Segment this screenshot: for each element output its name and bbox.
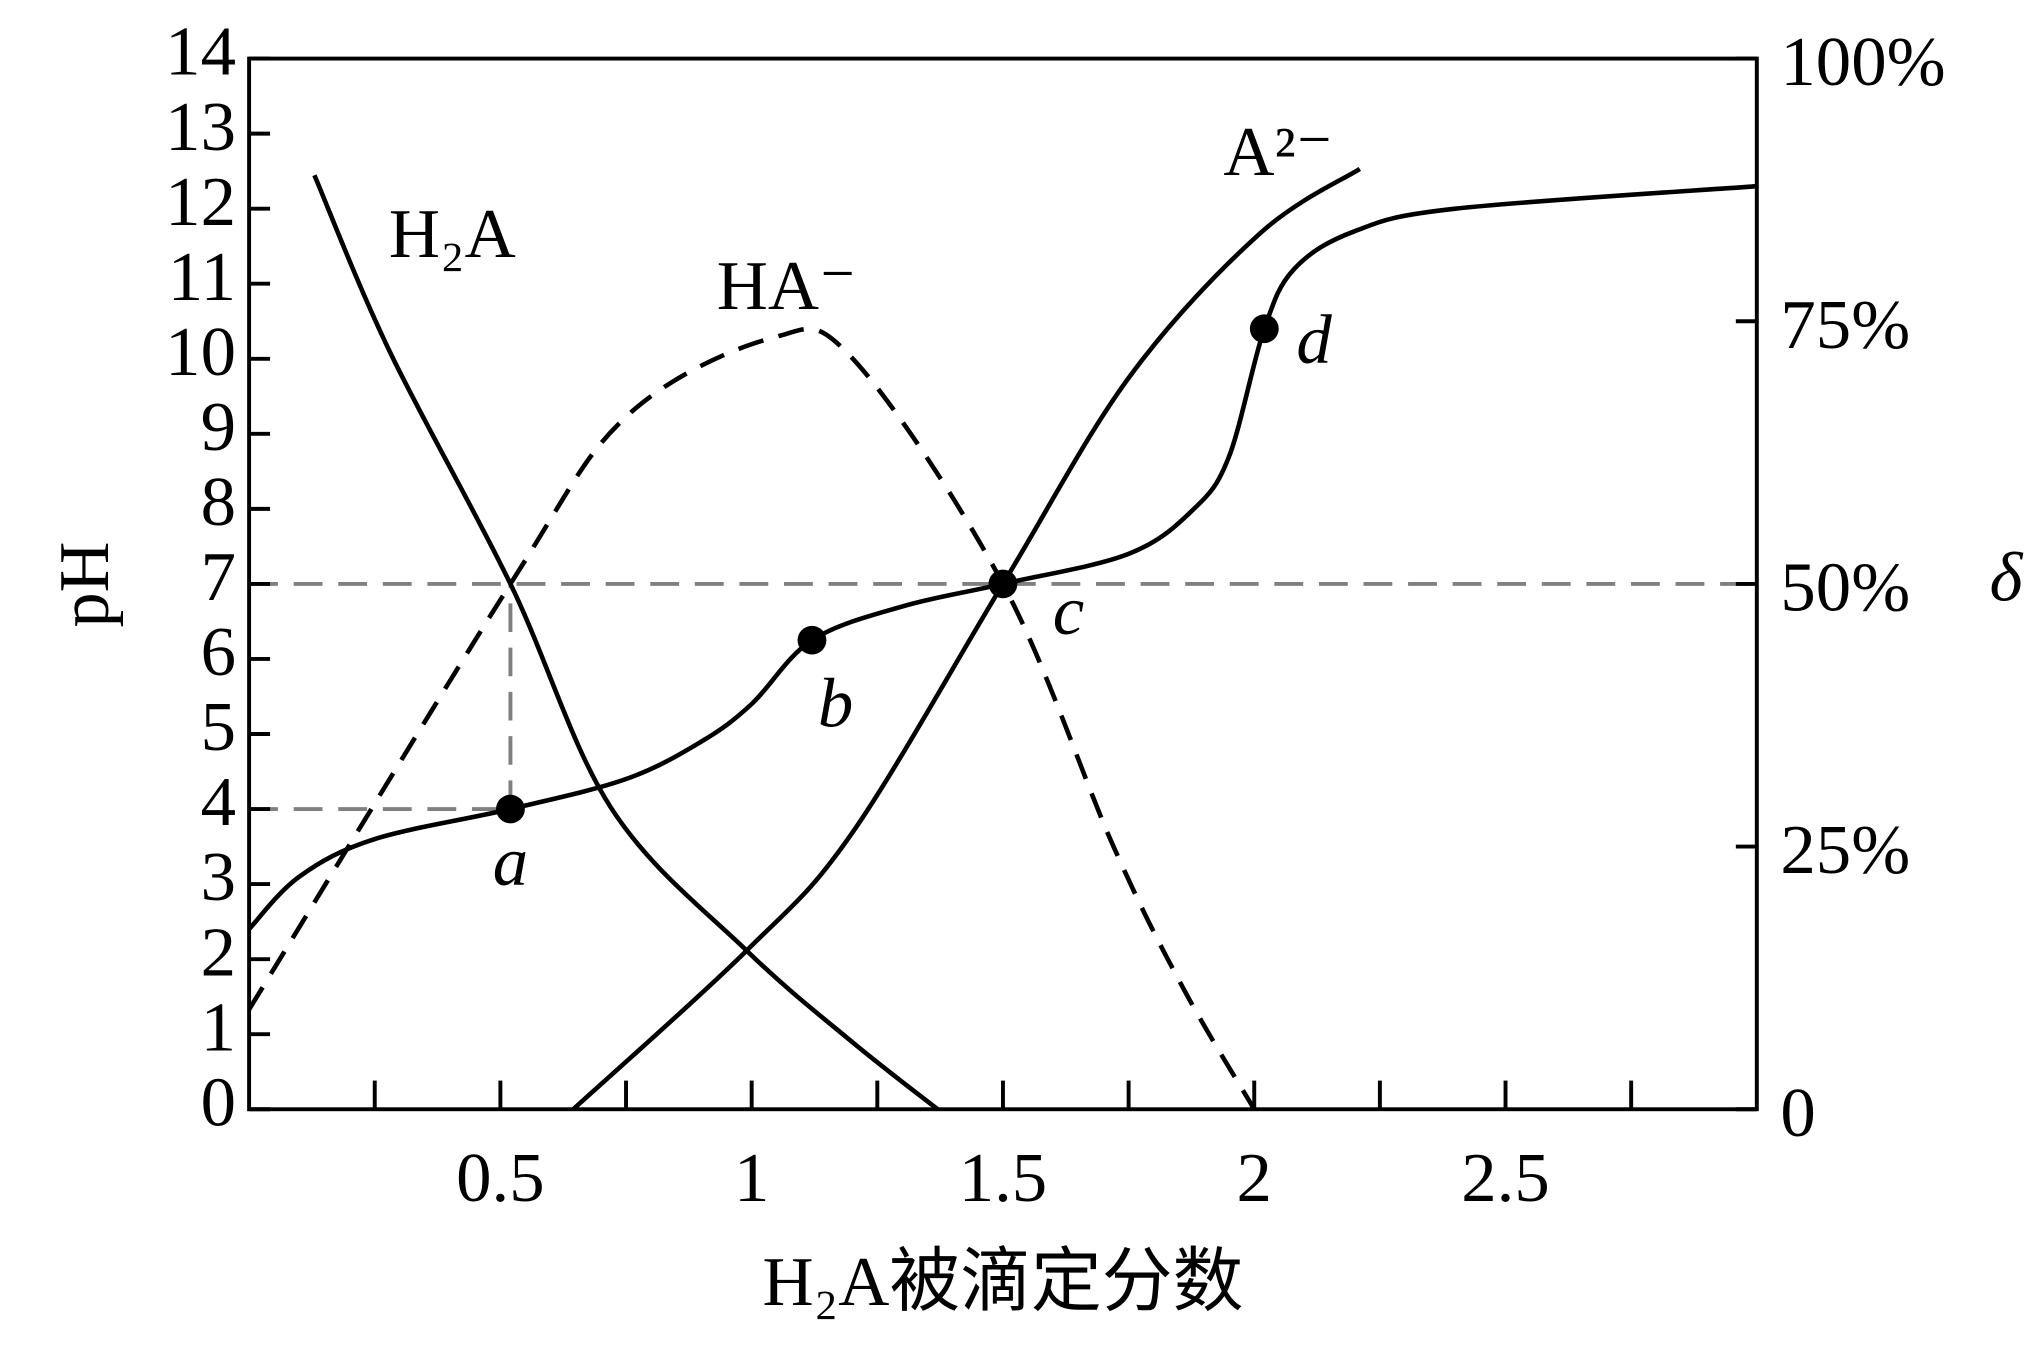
x-tick-label: 2: [1237, 1139, 1272, 1217]
y-tick-label: 11: [168, 238, 236, 316]
y2-tick-label: 50%: [1780, 549, 1910, 627]
data-point: [1249, 314, 1279, 344]
y-tick-label: 5: [201, 688, 236, 766]
y-tick-label: 8: [201, 463, 236, 541]
curve: [571, 166, 1362, 1111]
x-tick-label: 0.5: [456, 1139, 544, 1217]
data-point: [496, 794, 525, 824]
y-tick-label: 1: [201, 989, 236, 1067]
y-tick-label: 10: [165, 313, 236, 391]
y-axis-label: pH: [46, 542, 124, 628]
curve-label: A²⁻: [1223, 113, 1333, 191]
curve-label: HA⁻: [717, 247, 857, 325]
y-tick-label: 2: [201, 913, 236, 991]
y-tick-label: 6: [201, 613, 236, 691]
y2-tick-label: 75%: [1780, 286, 1910, 364]
y-tick-label: 12: [165, 163, 236, 241]
y2-tick-label: 25%: [1780, 811, 1910, 889]
x-axis-label: H₂A被滴定分数: [763, 1243, 1244, 1321]
y2-tick-label: 0: [1780, 1074, 1815, 1152]
data-point: [797, 625, 827, 655]
x-tick-label: 2.5: [1461, 1139, 1549, 1217]
data-point: [988, 569, 1018, 599]
point-label: d: [1296, 301, 1332, 379]
curve: [247, 326, 1257, 1111]
y-tick-label: 0: [201, 1064, 236, 1142]
curve: [312, 174, 940, 1112]
curve-label: H₂A: [389, 195, 516, 273]
y-tick-label: 13: [165, 88, 236, 166]
point-label: b: [818, 665, 853, 743]
y-tick-label: 3: [201, 838, 236, 916]
y2-tick-label: 100%: [1780, 23, 1945, 101]
y-tick-label: 4: [201, 763, 236, 841]
y-tick-label: 9: [201, 388, 236, 466]
y-tick-label: 7: [201, 538, 236, 616]
x-tick-label: 1.5: [959, 1139, 1047, 1217]
y2-axis-label: δ: [1989, 539, 2023, 617]
point-label: a: [493, 823, 528, 901]
curve: [247, 183, 1757, 931]
point-label: c: [1053, 572, 1084, 650]
y-tick-label: 14: [165, 13, 236, 91]
x-tick-label: 1: [734, 1139, 769, 1217]
